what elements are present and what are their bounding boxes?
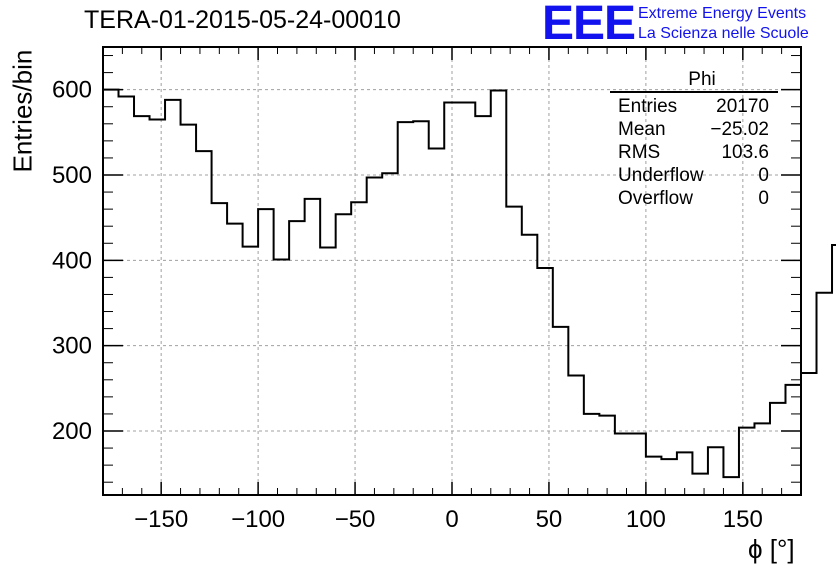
tick-labels: −150 −100 −50 0 50 100 150 200 300 400 500 600 (52, 77, 763, 533)
x-tick-label: 100 (626, 506, 666, 533)
stats-row: Entries 20170 (610, 95, 778, 118)
stats-row: RMS 103.6 (610, 141, 778, 164)
chart-title: TERA-01-2015-05-24-00010 (84, 6, 401, 34)
stats-row: Mean −25.02 (610, 118, 778, 141)
stats-label: Entries (618, 96, 678, 117)
x-tick-label: 50 (536, 506, 563, 533)
x-tick-label: 150 (723, 506, 763, 533)
stats-header: Phi (610, 68, 778, 93)
logo-subtitle-2: La Scienza nelle Scuole (638, 25, 809, 42)
plot-frame (102, 46, 802, 496)
histogram-line (103, 88, 836, 479)
grid-lines (103, 47, 801, 495)
stats-value: 103.6 (721, 142, 769, 163)
y-tick-label: 200 (52, 418, 92, 445)
y-tick-label: 300 (52, 333, 92, 360)
stats-row: Overflow 0 (610, 187, 778, 210)
stats-box: Phi Entries 20170 Mean −25.02 RMS 103.6 Underf… (610, 68, 778, 210)
stats-label: Overflow (618, 188, 693, 209)
logo-subtitle-1: Extreme Energy Events (638, 5, 807, 22)
y-tick-label: 500 (52, 162, 92, 189)
y-tick-label: 600 (52, 77, 92, 104)
x-tick-label: −150 (134, 506, 188, 533)
stats-value: 0 (758, 165, 769, 186)
stats-row: Underflow 0 (610, 164, 778, 187)
x-tick-label: −100 (231, 506, 285, 533)
stats-value: 0 (758, 188, 769, 209)
x-tick-label: −50 (335, 506, 376, 533)
x-axis-label: ϕ [°] (748, 534, 795, 564)
axis-ticks (103, 47, 801, 495)
stats-label: Mean (618, 119, 666, 140)
stats-label: Underflow (618, 165, 704, 186)
stats-value: 20170 (716, 96, 769, 117)
eee-logo: EEE (542, 0, 636, 50)
stats-label: RMS (618, 142, 661, 163)
x-tick-label: 0 (445, 506, 458, 533)
y-tick-label: 400 (52, 247, 92, 274)
stats-value: −25.02 (710, 119, 769, 140)
